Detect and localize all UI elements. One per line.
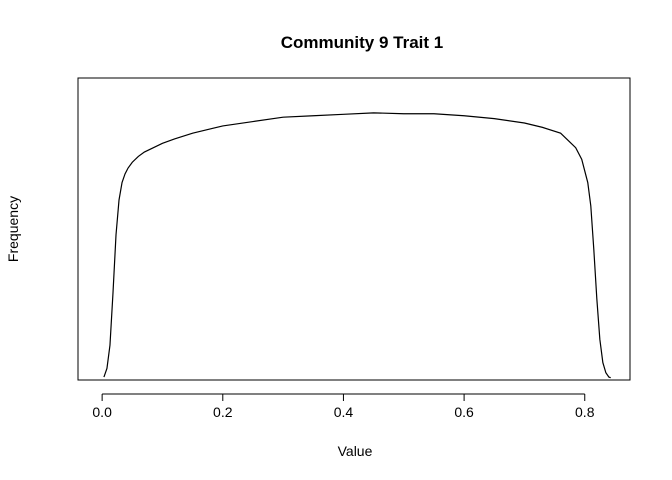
y-axis-label: Frequency — [5, 196, 21, 262]
chart-title: Community 9 Trait 1 — [281, 33, 443, 52]
x-tick-label: 0.6 — [454, 404, 474, 420]
density-line — [103, 112, 611, 379]
x-tick-label: 0.4 — [334, 404, 354, 420]
x-tick-label: 0.8 — [575, 404, 595, 420]
x-axis-label: Value — [338, 443, 373, 459]
plot-frame — [77, 77, 631, 381]
x-tick-label: 0.2 — [213, 404, 233, 420]
x-axis-ticks: 0.0 0.2 0.4 0.6 0.8 — [92, 394, 595, 420]
x-tick-label: 0.0 — [92, 404, 112, 420]
